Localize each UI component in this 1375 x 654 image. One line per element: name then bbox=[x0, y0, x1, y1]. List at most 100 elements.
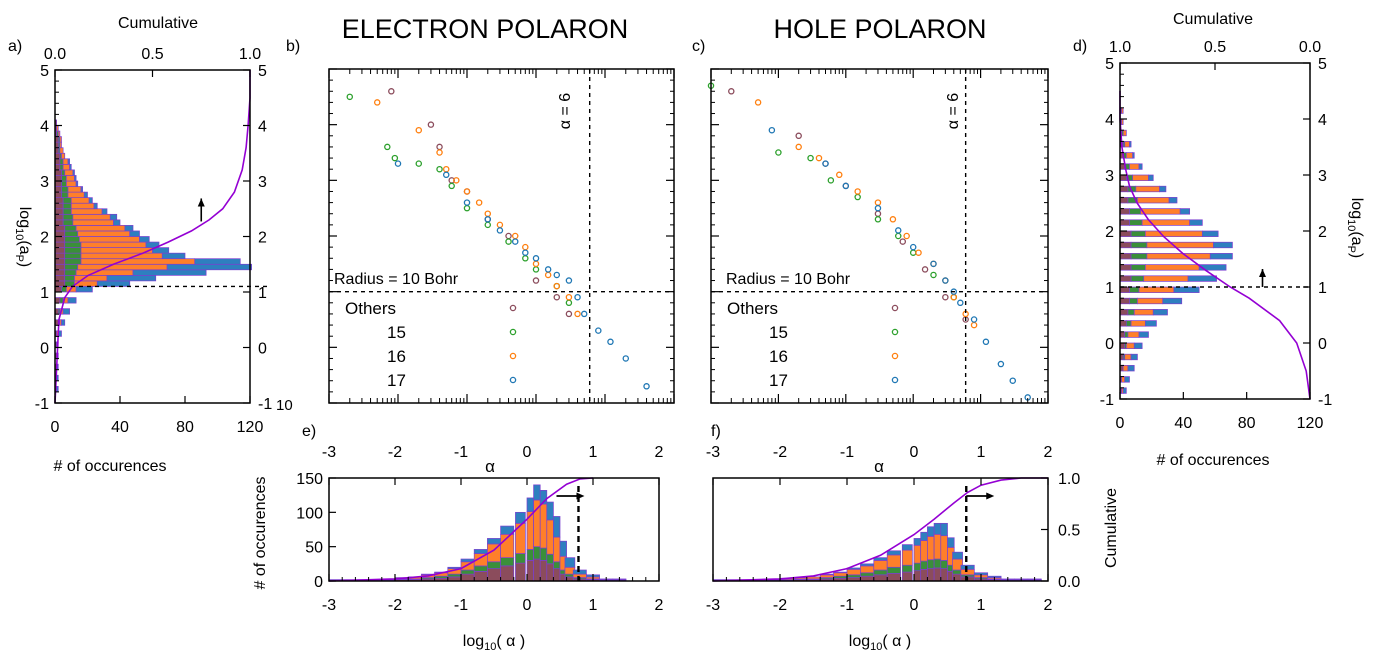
scatter-point-b-16 bbox=[442, 165, 450, 173]
hist-bar-e-others bbox=[487, 568, 501, 582]
hist-bar-f-17 bbox=[920, 531, 928, 541]
hist-bar-d-others bbox=[1119, 241, 1132, 249]
hist-bar-f-17 bbox=[947, 537, 955, 548]
hist-bar-e-others bbox=[546, 563, 554, 582]
hist-bar-a-15 bbox=[61, 186, 69, 193]
hist-bar-a-others bbox=[54, 208, 64, 215]
hist-bar-a-17 bbox=[166, 263, 252, 271]
panel-f-top-label: α bbox=[874, 457, 884, 476]
scatter-point-b-15 bbox=[391, 154, 399, 162]
hist-bar-a-15 bbox=[64, 275, 75, 282]
y-tick-label-d: 2 bbox=[1105, 224, 1114, 241]
scatter-point-b-16 bbox=[475, 199, 483, 206]
y-tick-label-right-a: 3 bbox=[258, 174, 267, 191]
hist-bar-d-15 bbox=[1130, 241, 1148, 249]
hist-bar-a-others bbox=[54, 175, 62, 182]
top-tick-label-f: -3 bbox=[706, 444, 720, 461]
hist-bar-f-17 bbox=[860, 563, 875, 567]
x-tick-label-d: 80 bbox=[1238, 415, 1256, 432]
hist-bar-a-17 bbox=[62, 308, 70, 315]
hist-bar-d-15 bbox=[1129, 219, 1143, 226]
hist-bar-a-16 bbox=[59, 147, 64, 154]
hist-bar-d-17 bbox=[1168, 197, 1178, 204]
panel-c-legend: Others 15 16 17 bbox=[727, 299, 899, 390]
panel-b-alpha-label: α = 6 bbox=[557, 93, 574, 129]
x-tick-label-e: -3 bbox=[322, 597, 336, 614]
hist-bar-f-16 bbox=[806, 576, 821, 580]
panel-f-frame bbox=[712, 477, 1049, 582]
panel-b: b) ELECTRON POLARON 10 Radius = 10 Bohr … bbox=[276, 14, 675, 414]
hist-bar-a-17 bbox=[69, 164, 72, 171]
y-tick-label-right-d: 2 bbox=[1318, 224, 1327, 241]
hist-bar-f-17 bbox=[886, 550, 901, 556]
hist-bar-f-others bbox=[933, 567, 942, 582]
x-tick-label-f: -1 bbox=[840, 597, 854, 614]
top-tick-label-e: -1 bbox=[454, 444, 468, 461]
hist-bar-d-others bbox=[1119, 286, 1130, 293]
hist-bar-d-16 bbox=[1121, 107, 1124, 114]
hist-bar-a-17 bbox=[124, 225, 134, 232]
hist-bar-a-16 bbox=[70, 202, 95, 210]
hist-bar-f-17 bbox=[960, 564, 975, 570]
scatter-point-b-16 bbox=[522, 243, 529, 251]
hist-bar-a-16 bbox=[59, 141, 62, 149]
y-tick-label-d: 4 bbox=[1105, 112, 1114, 129]
hist-bar-a-17 bbox=[67, 158, 70, 165]
hist-bar-a-17 bbox=[194, 258, 241, 265]
scatter-point-c-15 bbox=[775, 149, 782, 156]
top-tick-label-d: 0.5 bbox=[1204, 39, 1226, 56]
scatter-point-c-16 bbox=[889, 216, 897, 223]
hist-bar-d-17 bbox=[1162, 297, 1183, 305]
hist-bar-a-16 bbox=[66, 180, 77, 187]
hist-bar-a-16 bbox=[77, 230, 131, 237]
scatter-point-b-others bbox=[505, 232, 512, 240]
scatter-point-b-16 bbox=[574, 310, 581, 318]
hist-bar-a-others bbox=[54, 197, 64, 204]
y-tick-label-d: 1 bbox=[1105, 280, 1114, 297]
scatter-point-c-15 bbox=[827, 177, 835, 184]
scatter-point-b-17 bbox=[522, 249, 529, 256]
hist-bar-a-15 bbox=[64, 263, 79, 271]
top-tick-label-a: 0.0 bbox=[44, 46, 66, 63]
legend-marker-c-15 bbox=[891, 328, 899, 336]
y-tick-label-a: 3 bbox=[40, 174, 49, 191]
hist-bar-a-17 bbox=[109, 213, 118, 221]
hist-bar-d-17 bbox=[1148, 174, 1154, 181]
hist-bar-d-others bbox=[1119, 297, 1130, 305]
x-tick-label-a: 120 bbox=[237, 419, 264, 436]
hist-bar-e-17 bbox=[473, 549, 488, 554]
hist-bar-d-16 bbox=[1143, 275, 1189, 282]
hist-bar-f-17 bbox=[933, 522, 942, 535]
hist-bar-d-17 bbox=[1130, 353, 1138, 361]
hist-bar-e-16 bbox=[539, 503, 548, 549]
hist-bar-d-others bbox=[1119, 275, 1132, 282]
scatter-point-b-17 bbox=[544, 266, 552, 273]
hist-bar-d-16 bbox=[1125, 342, 1135, 349]
panel-d-right-label: log10(aP) bbox=[1345, 198, 1365, 259]
hist-bar-a-17 bbox=[67, 297, 77, 304]
scatter-point-b-16 bbox=[511, 232, 519, 240]
hist-bar-d-17 bbox=[1122, 387, 1127, 394]
scatter-point-b-16 bbox=[565, 293, 573, 301]
hist-bar-d-16 bbox=[1130, 320, 1146, 327]
hist-bar-a-15 bbox=[62, 213, 74, 221]
hist-bar-a-others bbox=[54, 213, 64, 221]
top-tick-label-a: 0.5 bbox=[141, 46, 163, 63]
y-tick-label-right-a: -1 bbox=[258, 396, 272, 413]
hist-bar-e-others bbox=[473, 571, 488, 582]
hist-bar-f-15 bbox=[940, 560, 948, 569]
scatter-point-b-others bbox=[553, 293, 561, 301]
scatter-point-b-15 bbox=[463, 204, 471, 212]
hist-bar-d-others bbox=[1119, 174, 1127, 181]
hist-bar-f-17 bbox=[873, 557, 888, 561]
scatter-point-c-16 bbox=[915, 249, 922, 256]
hist-bar-a-others bbox=[54, 263, 66, 271]
scatter-point-b-others bbox=[427, 121, 435, 128]
y-tick-label-f: 0.0 bbox=[1058, 574, 1080, 591]
hist-bar-d-15 bbox=[1130, 264, 1146, 271]
panel-d-frame bbox=[1119, 62, 1311, 400]
legend-label-b-16: 16 bbox=[387, 347, 406, 366]
hist-bar-f-16 bbox=[833, 572, 848, 577]
top-tick-label-f: 1 bbox=[977, 444, 986, 461]
scatter-point-b-16 bbox=[553, 282, 561, 290]
